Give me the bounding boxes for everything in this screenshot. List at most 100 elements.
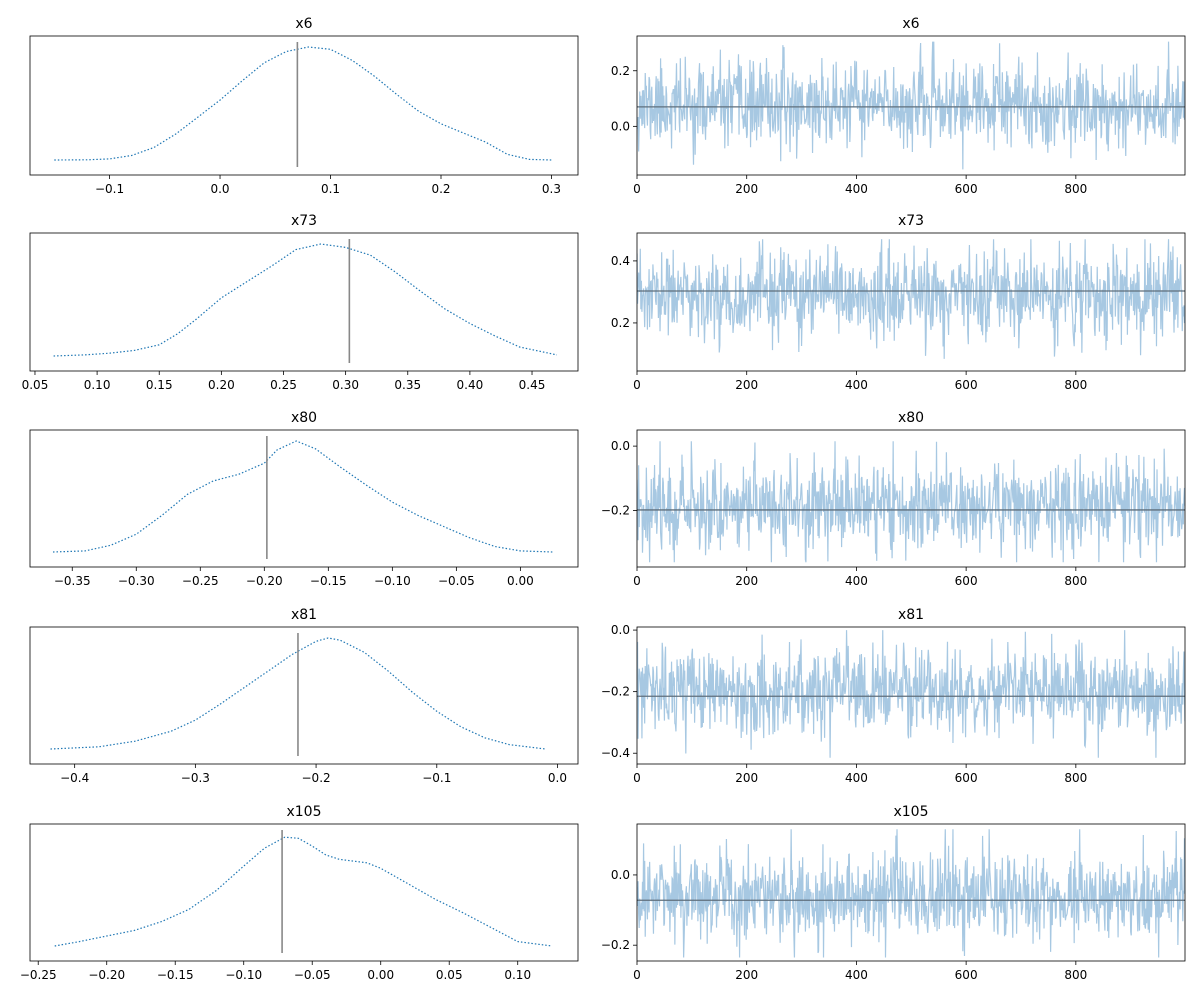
x-tick-label: 0.30 [332,378,359,392]
x-tick-label: −0.10 [374,574,411,588]
x-tick-label: −0.15 [310,574,347,588]
x-tick-label: 0.05 [436,968,463,982]
x-tick-label: 800 [1064,968,1087,982]
x-tick-label: 800 [1064,771,1087,785]
x-tick-label: 800 [1064,574,1087,588]
trace-line [637,630,1185,758]
x-axis-ticks: −0.4 −0.3 −0.2 −0.1 0.0 [60,764,567,785]
density-panel-x80: −0.35 −0.30 −0.25 −0.20 −0.15 −0.10 −0.05 0.00 x… [29,410,579,588]
x-tick-label: −0.35 [54,574,91,588]
x-tick-label: −0.30 [118,574,155,588]
x-tick-label: −0.20 [246,574,283,588]
y-axis-ticks: −0.2 0.0 [601,868,637,952]
density-panel-x73: 0.05 0.10 0.15 0.20 0.25 0.30 0.35 0.40 0.45 x73 [22,213,579,392]
y-axis-ticks: 0.2 0.4 [611,254,637,330]
x-tick-label: −0.05 [438,574,475,588]
trace-line [637,239,1185,359]
trace-line [637,441,1185,563]
x-tick-label: 0 [633,574,641,588]
density-curve [54,836,553,947]
x-tick-label: 0.25 [270,378,297,392]
density-curve [52,440,553,553]
subplot-title: x105 [286,804,321,820]
x-tick-label: 200 [735,968,758,982]
subplot-title: x81 [291,607,317,623]
y-axis-ticks: −0.2 0.0 [601,439,637,518]
density-axes-frame [29,232,579,372]
x-tick-label: 0.2 [431,182,450,196]
x-axis-ticks: 0 200 400 600 800 [633,764,1087,785]
x-tick-label: −0.25 [20,968,57,982]
x-tick-label: 0.10 [84,378,111,392]
y-tick-label: −0.2 [601,504,630,518]
x-axis-ticks: 0 200 400 600 800 [633,961,1087,982]
x-axis-ticks: 0.05 0.10 0.15 0.20 0.25 0.30 0.35 0.40 0.45 [22,371,546,392]
trace-axes-frame [636,232,1186,372]
x-tick-label: 200 [735,378,758,392]
x-tick-label: 0.3 [542,182,561,196]
x-tick-label: 0 [633,182,641,196]
density-axes-frame [29,823,579,962]
x-tick-label: −0.10 [225,968,262,982]
density-panel-x6: −0.1 0.0 0.1 0.2 0.3 x6 [29,16,579,196]
x-axis-ticks: −0.35 −0.30 −0.25 −0.20 −0.15 −0.10 −0.05 0.00 [54,567,534,588]
density-panel-x81: −0.4 −0.3 −0.2 −0.1 0.0 x81 [29,607,579,785]
x-axis-ticks: 0 200 400 600 800 [633,371,1087,392]
subplot-title: x80 [291,410,317,426]
x-tick-label: 0 [633,968,641,982]
x-tick-label: 0 [633,771,641,785]
x-tick-label: 400 [845,771,868,785]
subplot-title: x80 [898,410,924,426]
y-tick-label: 0.2 [611,64,630,78]
x-tick-label: −0.1 [422,771,451,785]
trace-axes-frame [636,429,1186,568]
x-tick-label: 0.15 [146,378,173,392]
trace-axes-frame [636,626,1186,765]
x-tick-label: 800 [1064,182,1087,196]
x-tick-label: 200 [735,574,758,588]
density-axes-frame [29,35,579,176]
subplot-title: x6 [902,16,919,32]
x-tick-label: 0.20 [208,378,235,392]
subplot-title: x81 [898,607,924,623]
x-tick-label: −0.1 [95,182,124,196]
density-curve [53,243,558,357]
y-tick-label: 0.2 [611,316,630,330]
y-tick-label: 0.0 [611,623,630,637]
x-axis-ticks: −0.25 −0.20 −0.15 −0.10 −0.05 0.00 0.05 0.10 [20,961,531,982]
x-tick-label: 0 [633,378,641,392]
trace-line [637,829,1185,958]
y-tick-label: 0.4 [611,254,630,268]
x-axis-ticks: 0 200 400 600 800 [633,175,1087,196]
y-tick-label: −0.2 [601,685,630,699]
x-tick-label: 0.00 [507,574,534,588]
x-tick-label: −0.20 [88,968,125,982]
x-axis-ticks: 0 200 400 600 800 [633,567,1087,588]
y-tick-label: −0.2 [601,938,630,952]
density-panel-x105: −0.25 −0.20 −0.15 −0.10 −0.05 0.00 0.05 0.10 x10… [20,804,579,982]
density-axes-frame [29,626,579,765]
x-tick-label: 0.0 [548,771,567,785]
subplot-title: x105 [893,804,928,820]
x-tick-label: −0.15 [157,968,194,982]
x-tick-label: 400 [845,182,868,196]
trace-axes-frame [636,823,1186,962]
density-curve [54,46,552,161]
trace-panel-x80: −0.2 0.0 0 200 400 600 800 x80 [601,410,1186,588]
x-tick-label: 0.0 [210,182,229,196]
x-tick-label: −0.2 [302,771,331,785]
y-axis-ticks: −0.4 −0.2 0.0 [601,623,637,760]
x-tick-label: −0.05 [294,968,331,982]
x-tick-label: 0.45 [519,378,546,392]
x-tick-label: 0.00 [367,968,394,982]
subplot-title: x73 [291,213,317,229]
trace-panel-x73: 0.2 0.4 0 200 400 600 800 x73 [611,213,1186,392]
x-tick-label: −0.3 [181,771,210,785]
x-tick-label: 200 [735,182,758,196]
x-tick-label: 200 [735,771,758,785]
x-tick-label: 0.35 [394,378,421,392]
trace-panel-x105: −0.2 0.0 0 200 400 600 800 x105 [601,804,1186,982]
x-tick-label: 0.05 [22,378,49,392]
trace-panel-x6: 0.0 0.2 0 200 400 600 800 x6 [611,16,1186,196]
trace-line [637,41,1185,170]
